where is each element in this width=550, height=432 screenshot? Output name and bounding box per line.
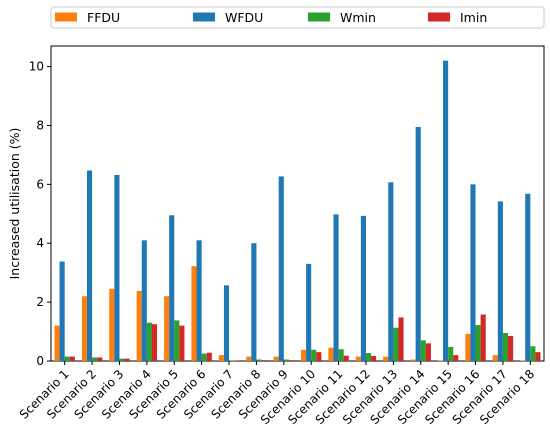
bar-ffdu-2: [81, 296, 87, 361]
bar-imin-16: [480, 314, 486, 361]
bar-ffdu-8: [246, 356, 252, 361]
bar-ffdu-6: [191, 266, 197, 361]
bar-ffdu-11: [328, 347, 334, 361]
bar-ffdu-14: [410, 359, 416, 361]
bars: [54, 60, 541, 362]
legend-swatch-wfdu: [193, 12, 215, 22]
bar-wfdu-11: [333, 214, 339, 361]
bar-wmin-7: [229, 360, 235, 361]
bar-wfdu-18: [525, 193, 531, 361]
legend-swatch-wmin: [308, 12, 330, 22]
bar-wfdu-13: [388, 182, 394, 361]
bar-wmin-17: [502, 333, 509, 361]
bar-wmin-18: [530, 346, 536, 361]
legend-label-ffdu: FFDU: [87, 10, 120, 25]
bar-imin-2: [97, 357, 103, 361]
y-tick-label: 10: [29, 60, 44, 74]
bar-wfdu-1: [59, 261, 65, 361]
bar-imin-7: [234, 360, 240, 361]
bar-ffdu-18: [520, 360, 526, 361]
bar-wmin-3: [119, 358, 125, 361]
bar-wfdu-8: [251, 243, 257, 361]
bar-wfdu-9: [278, 176, 284, 361]
legend: FFDU WFDU Wmin Imin: [50, 6, 545, 29]
bar-wmin-16: [475, 325, 481, 361]
bar-imin-6: [206, 352, 212, 361]
bar-imin-12: [371, 356, 377, 361]
bar-wmin-5: [174, 320, 180, 361]
bar-wfdu-14: [415, 126, 421, 362]
bar-wfdu-15: [443, 60, 449, 361]
bar-imin-18: [535, 352, 541, 361]
bar-ffdu-1: [54, 325, 60, 361]
bar-wfdu-4: [141, 240, 147, 361]
bar-wfdu-10: [306, 263, 312, 361]
y-axis: 0 2 4 6 8 10: [29, 60, 51, 368]
bar-wfdu-2: [86, 170, 93, 361]
y-tick-label: 4: [36, 236, 44, 250]
bar-ffdu-12: [355, 356, 361, 361]
bar-wfdu-7: [223, 285, 230, 361]
bar-imin-11: [343, 355, 349, 361]
bar-imin-15: [453, 355, 459, 361]
bar-imin-14: [425, 343, 431, 361]
bar-wfdu-5: [169, 215, 175, 361]
plot-frame: [50, 45, 545, 362]
bar-ffdu-15: [437, 360, 444, 361]
bar-ffdu-5: [164, 296, 170, 361]
bar-imin-10: [316, 352, 322, 361]
legend-swatch-imin: [428, 12, 450, 22]
bar-wmin-11: [338, 349, 344, 361]
legend-label-wmin: Wmin: [340, 10, 376, 25]
bar-ffdu-4: [136, 290, 142, 361]
bar-wfdu-3: [114, 174, 120, 361]
bar-imin-13: [398, 317, 404, 361]
y-axis-title: Increased utilisation (%): [7, 128, 22, 280]
y-tick-label: 8: [36, 118, 44, 132]
y-tick-label: 6: [36, 177, 44, 191]
bar-ffdu-13: [383, 356, 389, 361]
bar-wmin-8: [256, 359, 262, 361]
bar-wfdu-12: [360, 215, 366, 361]
bar-imin-9: [288, 360, 295, 361]
bar-wmin-1: [64, 356, 70, 361]
bar-imin-4: [151, 324, 158, 361]
bar-wfdu-17: [497, 201, 503, 361]
bar-ffdu-16: [465, 333, 471, 361]
bar-ffdu-9: [273, 356, 279, 361]
bar-imin-1: [69, 356, 75, 361]
bar-wfdu-6: [196, 240, 202, 361]
bar-wmin-12: [365, 353, 372, 361]
bar-wmin-13: [393, 327, 399, 361]
legend-swatch-ffdu: [55, 12, 77, 22]
bar-ffdu-17: [492, 355, 498, 361]
legend-label-imin: Imin: [460, 10, 487, 25]
bar-ffdu-3: [109, 288, 115, 361]
bar-wmin-9: [283, 359, 289, 361]
legend-label-wfdu: WFDU: [225, 10, 263, 25]
bar-wmin-6: [201, 353, 207, 361]
bar-imin-17: [508, 335, 514, 361]
bar-imin-3: [124, 358, 130, 361]
bar-imin-5: [179, 325, 185, 361]
legend-box: [50, 6, 545, 29]
y-tick-label: 2: [36, 295, 44, 309]
bar-ffdu-10: [300, 349, 307, 361]
bar-wfdu-16: [470, 184, 476, 361]
bar-imin-8: [261, 360, 267, 361]
bar-wmin-2: [92, 357, 98, 361]
y-tick-label: 0: [36, 354, 44, 368]
bar-wmin-15: [448, 346, 454, 361]
bar-wmin-14: [420, 340, 426, 361]
bar-wmin-4: [146, 322, 152, 361]
bar-ffdu-7: [218, 355, 224, 361]
bar-wmin-10: [311, 349, 317, 361]
